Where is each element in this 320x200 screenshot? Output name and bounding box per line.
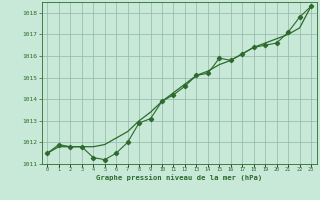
X-axis label: Graphe pression niveau de la mer (hPa): Graphe pression niveau de la mer (hPa)	[96, 174, 262, 181]
